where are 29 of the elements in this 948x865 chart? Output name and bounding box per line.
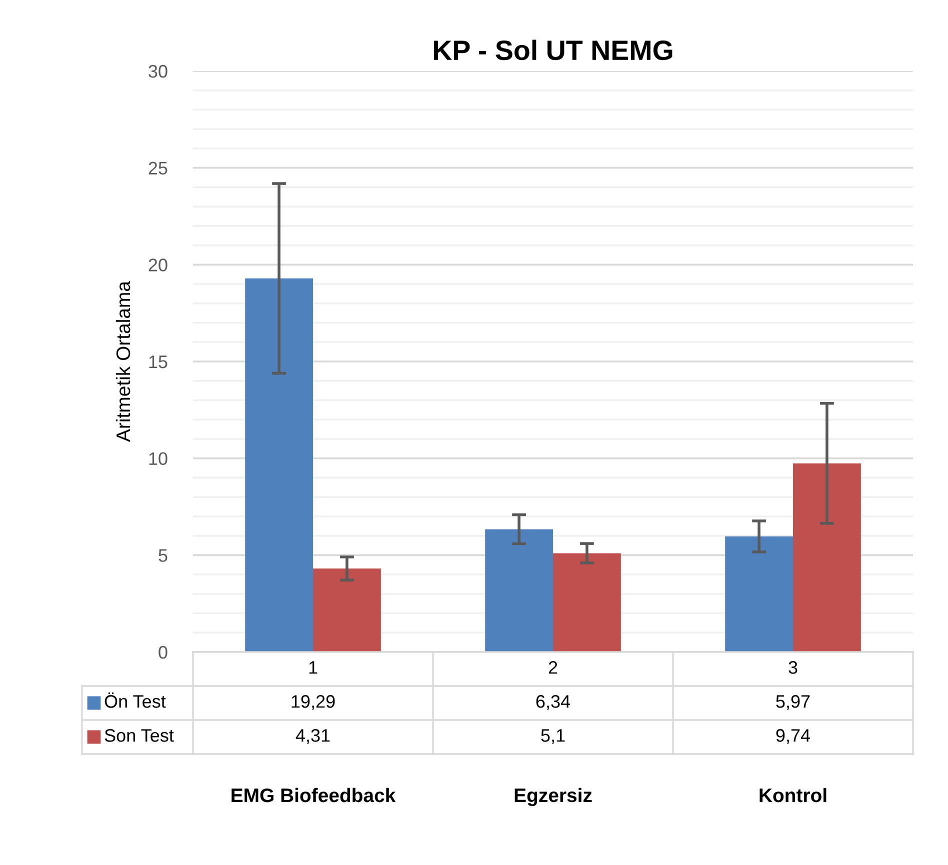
data-label: 19,29 bbox=[292, 695, 335, 710]
x-tick-label: 3 bbox=[788, 661, 798, 674]
y-tick-label: 10 bbox=[149, 452, 168, 466]
y-tick-label: 0 bbox=[158, 646, 168, 659]
data-label: 5,97 bbox=[776, 695, 810, 710]
legend-label: Son Test bbox=[104, 729, 174, 742]
y-tick-label: 30 bbox=[148, 64, 168, 78]
bar bbox=[485, 529, 553, 652]
bar bbox=[553, 553, 621, 652]
bar bbox=[313, 568, 381, 652]
y-tick-label: 15 bbox=[149, 356, 168, 368]
y-tick-label: 20 bbox=[148, 258, 168, 272]
text: EMG Biofeedback bbox=[232, 788, 396, 802]
x-tick-label: 2 bbox=[548, 661, 558, 674]
bar bbox=[793, 463, 861, 652]
data-label: 5,1 bbox=[541, 729, 565, 744]
text: Kontrol bbox=[760, 788, 826, 802]
data-label: 9,74 bbox=[776, 729, 810, 744]
bar bbox=[725, 536, 793, 652]
text: Egzersiz bbox=[514, 788, 592, 806]
data-label: 6,34 bbox=[536, 695, 570, 710]
x-tick-label: 1 bbox=[309, 661, 318, 674]
y-axis-title: Aritmetik Ortalama bbox=[116, 281, 130, 442]
chart-title: KP - Sol UT NEMG bbox=[434, 40, 672, 60]
bar bbox=[245, 278, 313, 652]
legend-label: Ön Test bbox=[104, 692, 166, 708]
y-tick-label: 25 bbox=[148, 162, 168, 175]
data-label: 4,31 bbox=[296, 729, 330, 744]
y-tick-label: 5 bbox=[158, 549, 168, 562]
